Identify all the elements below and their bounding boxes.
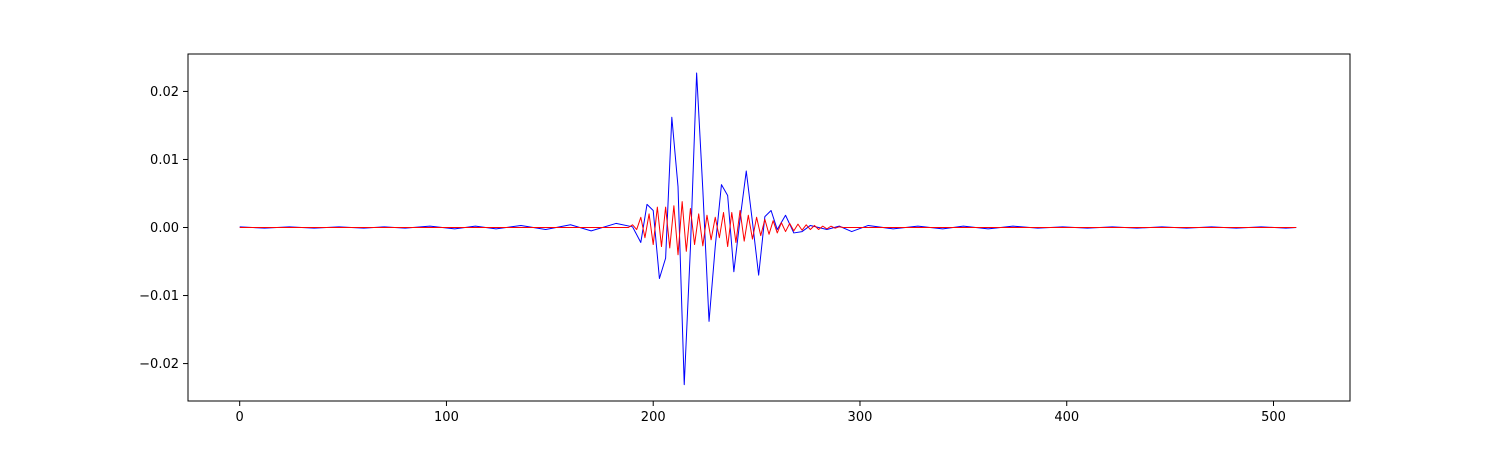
x-axis: 0 100 200 300 400 500 (236, 401, 1286, 425)
x-tick-label: 500 (1261, 410, 1286, 425)
y-tick-label: 0.02 (150, 85, 179, 100)
y-tick-label: −0.01 (139, 289, 179, 304)
y-tick-label: −0.02 (139, 357, 179, 372)
x-tick-label: 100 (434, 410, 459, 425)
y-tick-label: 0.00 (150, 221, 179, 236)
x-tick-label: 400 (1054, 410, 1079, 425)
series-line-1 (239, 201, 1297, 256)
x-tick-label: 200 (641, 410, 666, 425)
x-tick-label: 0 (236, 410, 244, 425)
y-tick-label: 0.01 (150, 153, 179, 168)
y-axis: −0.02 −0.01 0.00 0.01 0.02 (139, 85, 188, 372)
x-tick-label: 300 (848, 410, 873, 425)
series-line-0 (239, 72, 1297, 386)
series-layer (239, 72, 1297, 386)
